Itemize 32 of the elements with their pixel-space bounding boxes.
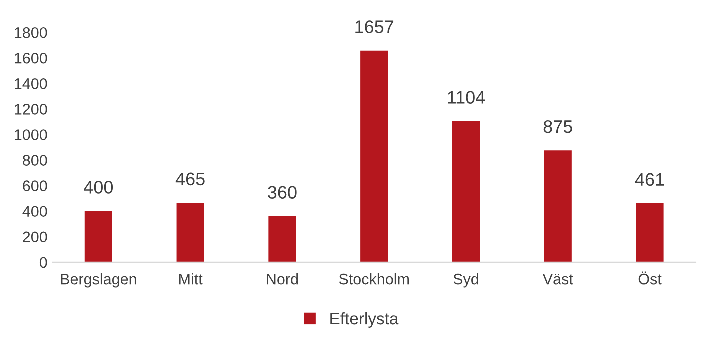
bar (176, 203, 204, 262)
y-tick-label: 1000 (15, 130, 48, 140)
data-label: 1104 (448, 91, 486, 104)
x-tick-label: Mitt (180, 274, 203, 285)
data-label: 1657 (356, 20, 394, 34)
y-tick-label: 1800 (15, 27, 48, 38)
bar (544, 150, 572, 262)
y-tick-label: 1600 (15, 52, 48, 64)
x-tick-label: Väst (542, 274, 574, 285)
y-tick-label: 1200 (15, 104, 48, 115)
y-tick-label: 1400 (15, 78, 48, 90)
bar (636, 204, 664, 262)
data-label: 875 (544, 120, 572, 134)
y-tick-label: 200 (23, 232, 48, 243)
bar (360, 50, 388, 262)
y-tick-label: 0 (40, 257, 48, 268)
data-label: 360 (268, 186, 297, 199)
data-label: 465 (176, 172, 205, 186)
x-tick-label: Syd (454, 274, 478, 288)
legend-label: Efterlysta (330, 312, 399, 328)
x-tick-label: Bergslagen (61, 274, 136, 288)
x-tick-label: Öst (638, 272, 662, 285)
y-tick-label: 600 (23, 180, 48, 192)
y-tick-label: 800 (23, 155, 48, 166)
x-tick-label: Stockholm (339, 274, 410, 285)
bar (84, 211, 112, 262)
bar (452, 121, 480, 262)
data-label: 461 (635, 173, 664, 186)
y-tick-label: 400 (22, 206, 48, 218)
x-tick-label: Nord (267, 274, 298, 285)
data-label: 400 (84, 181, 114, 194)
bar (268, 216, 296, 262)
